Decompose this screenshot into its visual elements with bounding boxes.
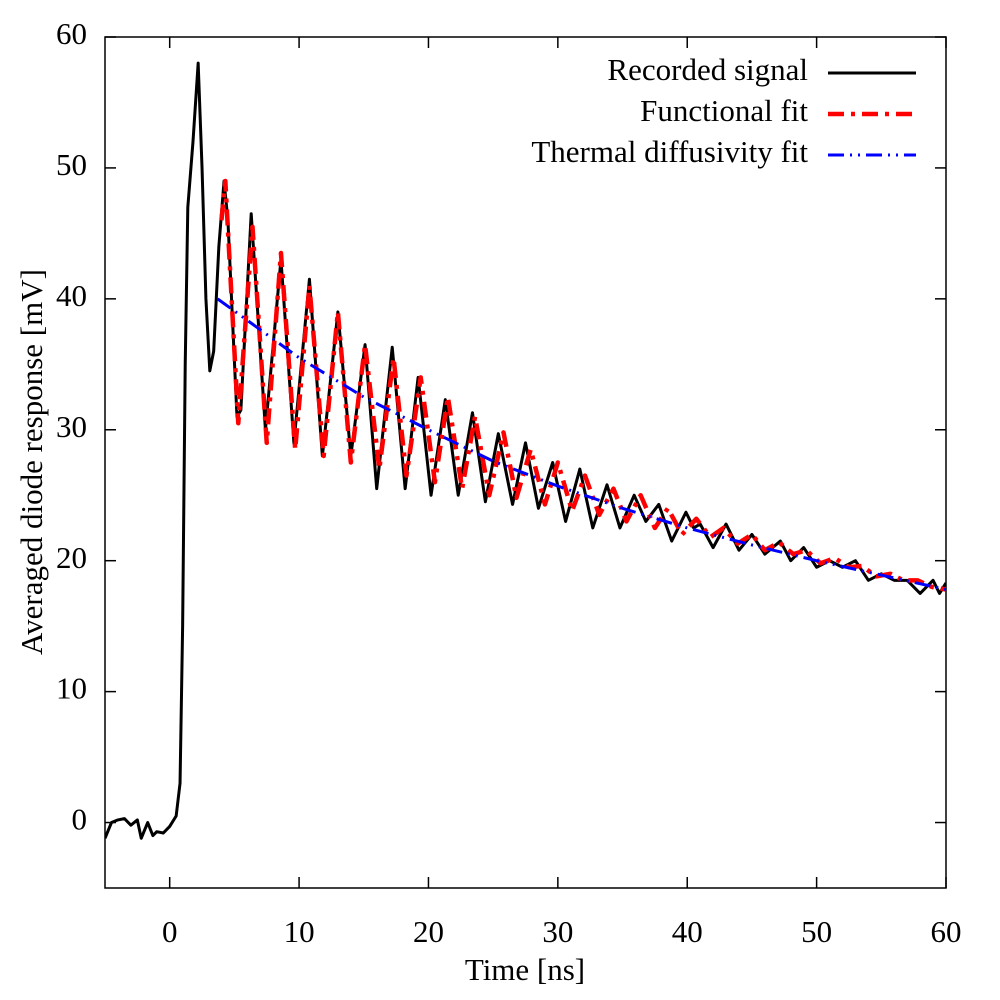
y-tick-label: 0: [72, 802, 88, 837]
x-tick-label: 0: [162, 914, 178, 949]
legend-label: Functional fit: [640, 93, 808, 128]
y-tick-label: 20: [56, 540, 87, 575]
x-tick-label: 30: [542, 914, 573, 949]
x-tick-label: 10: [284, 914, 315, 949]
x-tick-label: 50: [801, 914, 832, 949]
legend-label: Thermal diffusivity fit: [531, 134, 808, 169]
plot-frame: [104, 36, 947, 889]
legend-label: Recorded signal: [607, 52, 808, 87]
series-line: [219, 178, 946, 592]
y-tick-label: 40: [56, 278, 87, 313]
series-line: [105, 61, 946, 840]
x-axis-label: Time [ns]: [465, 952, 585, 987]
y-tick-label: 50: [56, 147, 87, 182]
y-tick-label: 30: [56, 409, 87, 444]
y-tick-label: 10: [56, 671, 87, 706]
x-tick-label: 60: [931, 914, 962, 949]
series-line: [216, 297, 946, 591]
y-tick-label: 60: [56, 16, 87, 51]
x-tick-label: 20: [413, 914, 444, 949]
x-tick-label: 40: [672, 914, 703, 949]
y-axis-label: Averaged diode response [mV]: [14, 269, 49, 655]
